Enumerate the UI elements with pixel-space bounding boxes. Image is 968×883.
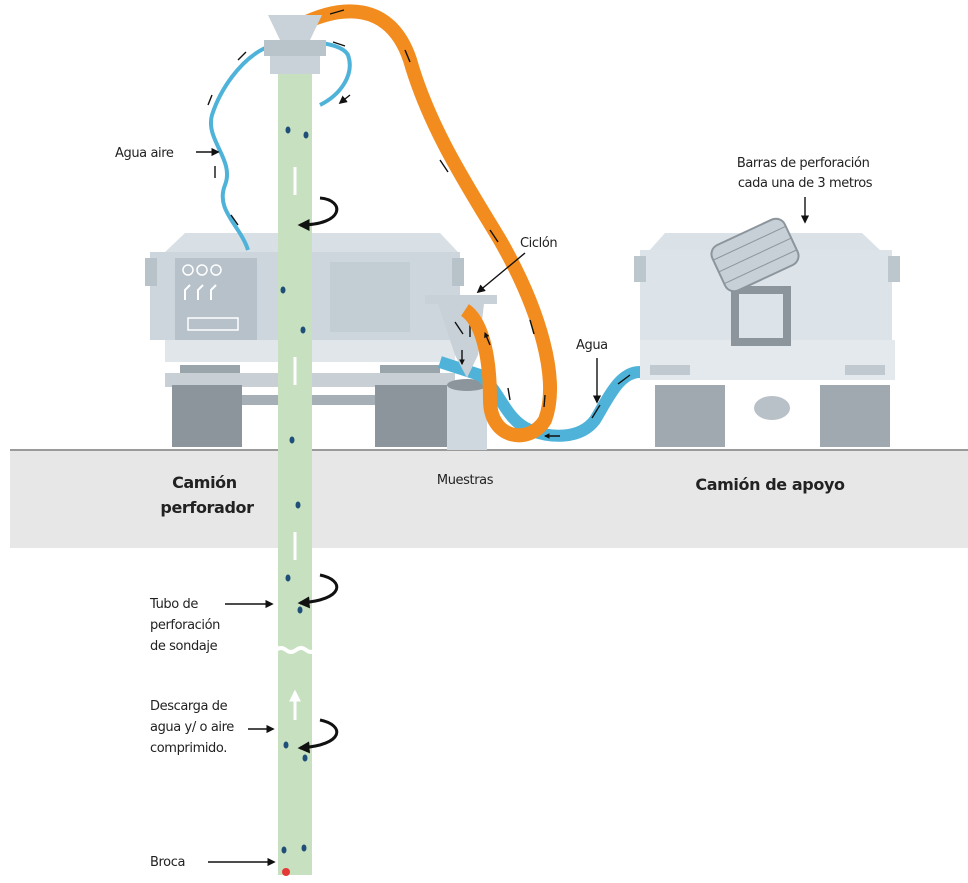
- rods-line: cada una de 3 metros: [738, 176, 873, 191]
- support-truck-part: [634, 256, 646, 282]
- support-truck-part: [888, 256, 900, 282]
- discharge-line: agua y/ o aire: [150, 720, 234, 735]
- support-truck-label: Camión de apoyo: [695, 475, 845, 494]
- ground: [10, 450, 968, 548]
- samples-label: Muestras: [437, 473, 494, 488]
- drill-pipe-part-part: [290, 437, 295, 444]
- bit-label: Broca: [150, 855, 185, 870]
- discharge-line: comprimido.: [150, 741, 227, 756]
- drill-pipe-part-part: [301, 327, 306, 334]
- drill-head: [264, 15, 326, 74]
- drill-head-part: [270, 56, 320, 74]
- drill-pipe-part-part: [302, 845, 307, 852]
- cyclone-part: [425, 295, 497, 304]
- discharge-label: Descarga de agua y/ o aire comprimido.: [150, 699, 238, 756]
- drill-pipe-part-part: [296, 502, 301, 509]
- drill-pipe: [276, 70, 316, 876]
- support-truck-part: [650, 365, 690, 375]
- rods-label: Barras de perforación cada una de 3 metr…: [737, 156, 873, 191]
- samples-container: [447, 379, 487, 450]
- drill-pipe-part-part: [284, 742, 289, 749]
- water-label: Agua: [576, 338, 608, 353]
- drill-truck-part: [145, 258, 157, 286]
- drill-head-part: [268, 15, 322, 40]
- drill-truck-part: [375, 385, 447, 447]
- samples-container-part: [447, 385, 487, 450]
- drill-pipe-part-part: [286, 575, 291, 582]
- rods-line: Barras de perforación: [737, 156, 870, 171]
- cyclone-label: Ciclón: [520, 236, 557, 251]
- ground-part: [10, 450, 968, 548]
- support-truck: [634, 215, 900, 447]
- discharge-line: Descarga de: [150, 699, 228, 714]
- drill-pipe-line: Tubo de: [149, 597, 198, 612]
- drill-pipe-part-part: [286, 127, 291, 134]
- drill-pipe-part: [282, 868, 290, 876]
- drill-truck-line: Camión: [172, 473, 237, 492]
- drill-pipe-part-part: [298, 607, 303, 614]
- drill-truck-part: [452, 258, 464, 286]
- drill-truck-part: [172, 385, 242, 447]
- drill-truck-part: [380, 365, 440, 373]
- drill-truck-part: [180, 365, 240, 373]
- drill-truck-part: [330, 262, 410, 332]
- drill-truck-line: perforador: [160, 498, 254, 517]
- water-air-label: Agua aire: [115, 146, 174, 161]
- drill-pipe-line: perforación: [150, 618, 220, 633]
- drill-pipe-part-part: [281, 287, 286, 294]
- support-truck-part: [754, 396, 790, 420]
- drill-pipe-part-part: [303, 755, 308, 762]
- drill-pipe-part-part: [282, 847, 287, 854]
- drilling-diagram: Agua aire Barras de perforación cada una…: [0, 0, 968, 883]
- drill-pipe-part-part: [304, 132, 309, 139]
- support-truck-part: [820, 385, 890, 447]
- support-truck-part: [655, 385, 725, 447]
- drill-pipe-line: de sondaje: [150, 639, 218, 654]
- support-truck-part: [845, 365, 885, 375]
- drill-head-part: [264, 40, 326, 56]
- drill-pipe-label: Tubo de perforación de sondaje: [149, 597, 224, 654]
